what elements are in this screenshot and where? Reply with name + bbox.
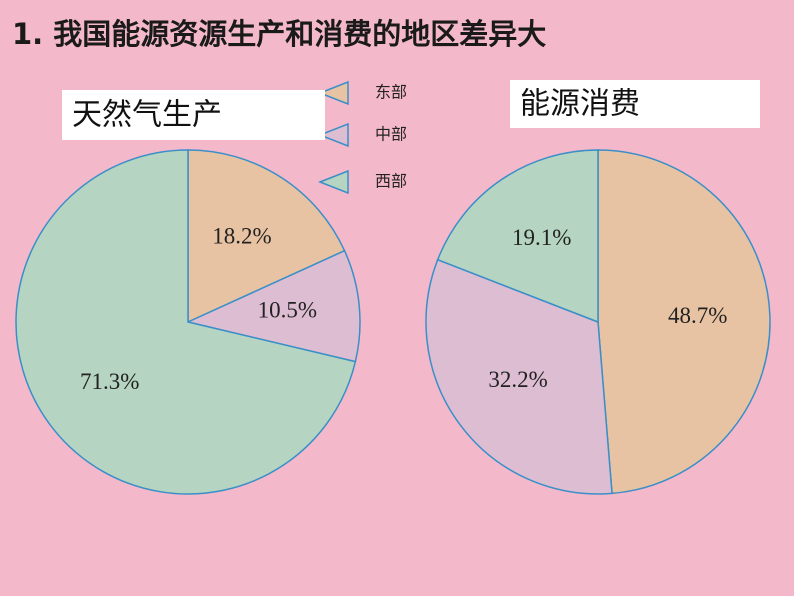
slide-title: 1. 我国能源资源生产和消费的地区差异大	[12, 17, 546, 51]
pie-slice	[187, 149, 346, 324]
value-label: 71.3%	[80, 369, 139, 394]
value-label: 19.1%	[512, 225, 571, 250]
legend-swatch	[317, 122, 349, 148]
value-label: 48.7%	[668, 303, 727, 328]
chart-title-box	[510, 80, 760, 128]
legend-label: 西部	[375, 172, 407, 191]
chart-title: 天然气生产	[72, 98, 222, 133]
legend-label: 东部	[375, 83, 407, 102]
legend-swatch	[317, 80, 349, 106]
legend-label: 中部	[375, 125, 407, 144]
chart-title-box	[62, 90, 325, 140]
pie-slice	[436, 149, 599, 324]
value-label: 18.2%	[212, 223, 271, 248]
value-label: 32.2%	[488, 367, 547, 392]
pie-slice	[425, 258, 613, 495]
pie-slice	[185, 249, 361, 363]
pie-slice	[15, 149, 357, 495]
chart-title: 能源消费	[520, 87, 640, 122]
value-label: 10.5%	[258, 298, 317, 323]
pie-slice	[597, 149, 771, 495]
legend-swatch	[317, 169, 349, 195]
